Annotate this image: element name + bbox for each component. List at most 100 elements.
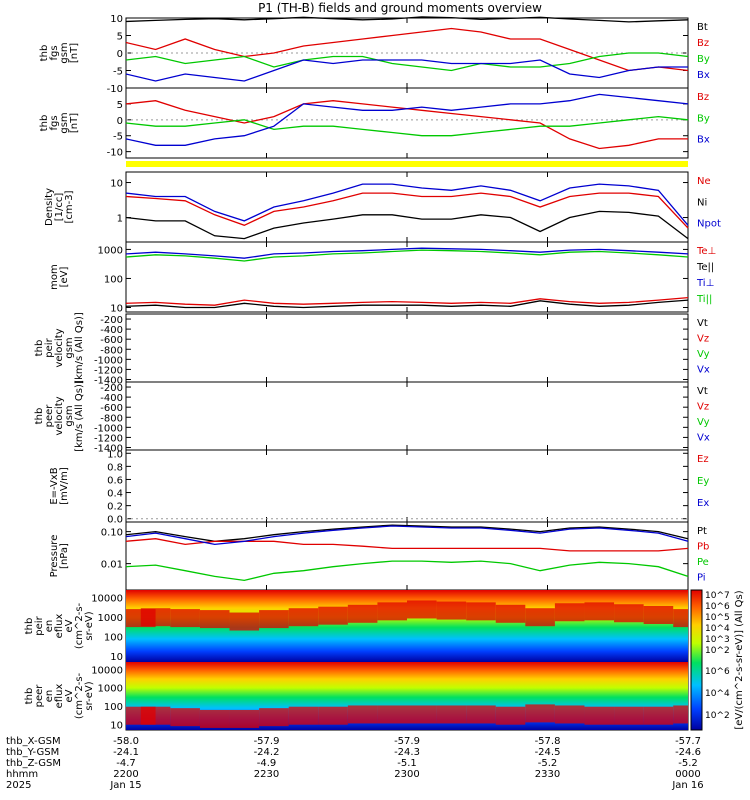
panel-efield-ytick-label: 0.2 — [107, 502, 123, 513]
panel-density-legend-0: Ne — [697, 176, 711, 187]
panel-peer-velocity-legend-2: Vy — [697, 417, 710, 428]
spectrogram-peir-en-eflux-peak-band — [318, 606, 348, 625]
panel-density-ytick-label: 10 — [110, 179, 123, 190]
spectrogram-peir-en-eflux-ylabel: peir — [34, 615, 45, 635]
panel-fgs-gsm-2-ylabel: thb — [39, 115, 50, 132]
panel-fgs-gsm-2-series-1 — [125, 115, 689, 137]
x-axis-labels: thb_X-GSM -58.0 -57.9 -57.9 -57.8 -57.7 thb_Y-… — [6, 736, 704, 791]
spectrogram-peer-en-eflux-peak-band — [584, 706, 615, 725]
panel-efield-legend-2: Ex — [697, 498, 709, 509]
panel-peer-velocity-ylabel: thb — [34, 408, 45, 425]
panel-pressure-series-3 — [125, 525, 689, 546]
panel-peir-velocity — [125, 313, 689, 383]
panel-temperature-legend-3: Ti|| — [696, 294, 712, 305]
panel-pressure-ytick-label: 0.01 — [101, 560, 123, 571]
spectrogram-peir-en-eflux-peak-band — [407, 600, 437, 619]
spectrogram-peer-en-eflux-ylabel: thb — [24, 688, 35, 705]
panel-fgs-gsm-2-ylabel: [nT] — [69, 113, 80, 133]
panel-efield-legend-1: Ey — [697, 476, 709, 487]
spectrogram-peer-en-eflux-peak-band — [436, 705, 467, 724]
x-tick-label: -24.3 — [394, 747, 420, 758]
panel-peer-velocity-ytick-label: -800 — [100, 413, 123, 424]
spectrogram-peir-en-eflux-ylabel: eV — [64, 619, 75, 632]
colorbar-tick: 10^7 — [705, 591, 730, 601]
spectrogram-peer-en-eflux-ylabel: peer — [34, 684, 45, 708]
x-row-label: thb_X-GSM — [6, 736, 61, 747]
panel-temperature-ylabel: [eV] — [59, 267, 70, 288]
panel-peir-velocity-ylabel: thb — [34, 340, 45, 357]
panel-fgs-gsm-ytick-label: 10 — [110, 14, 123, 25]
spectrogram-peir-en-eflux-ylabel: thb — [24, 618, 35, 635]
spectrogram-peir-en-eflux-peak-band — [377, 602, 407, 621]
spectrogram-peer-en-eflux-peak-band — [199, 709, 230, 728]
panel-efield-ytick-label: 0.8 — [107, 462, 123, 473]
panel-peir-velocity-ytick-label: -1000 — [94, 355, 123, 366]
panel-peer-velocity-ytick-label: -1200 — [94, 433, 123, 444]
panel-efield-ylabel: E=-VxB — [49, 467, 60, 504]
panel-peir-velocity-ylabel: peir — [44, 337, 55, 357]
panel-density-series-1 — [125, 210, 689, 240]
spectrogram-peir-en-eflux-peak-band — [643, 605, 674, 624]
spectrogram-peir-en-eflux-ytick-label: 1000 — [98, 613, 123, 624]
x-tick-label: -57.8 — [535, 736, 561, 747]
panel-pressure-ylabel: Pressure — [49, 535, 60, 578]
x-tick-label: 2200 — [113, 769, 138, 780]
colorbar-tick: 10^4 — [705, 624, 730, 634]
panel-fgs-gsm-series-1 — [125, 27, 689, 72]
panel-efield-ytick-label: 0.6 — [107, 475, 123, 486]
x-tick-label: -58.0 — [113, 736, 139, 747]
panel-fgs-gsm-legend-1: Bz — [697, 38, 709, 49]
spectrogram-peer-en-eflux-peak-band — [407, 705, 437, 724]
spectrogram-peer-en-eflux-peak-band — [554, 705, 585, 724]
panel-density-ylabel: [cm-3] — [64, 190, 75, 223]
x-tick-label: -57.7 — [675, 736, 701, 747]
x-tick-label: 2230 — [254, 769, 279, 780]
spectrogram-peir-en-eflux-ytick-label: 10 — [110, 652, 123, 663]
panel-fgs-gsm-ytick-label: -10 — [107, 84, 123, 95]
panel-peir-velocity-ytick-label: -200 — [100, 315, 123, 326]
panel-density — [125, 171, 689, 243]
panel-peer-velocity-ytick-label: -1400 — [94, 443, 123, 454]
x-tick-label: Jan 15 — [109, 780, 141, 791]
spectrogram-peer-en-eflux-peak-band — [466, 705, 496, 724]
panel-temperature-series-0 — [125, 296, 689, 306]
panel-pressure-legend-2: Pe — [697, 557, 709, 568]
x-tick-label: -57.9 — [394, 736, 420, 747]
spectrogram-peir-en-eflux-ylabel: sr-eV) — [84, 611, 95, 640]
panel-peir-velocity-ytick-label: -400 — [100, 325, 123, 336]
spectrogram-peir-en-eflux-peak-band — [584, 602, 615, 621]
panel-pressure-series-1 — [125, 538, 689, 552]
colorbar-tick: 10^4 — [705, 689, 730, 699]
x-row-label: thb_Y-GSM — [6, 747, 59, 758]
spectrogram-peer-en-eflux-peak-band — [170, 708, 200, 727]
panel-fgs-gsm-2-series-2 — [125, 93, 689, 146]
panel-pressure-series-0 — [125, 524, 689, 542]
spectrogram-peir-en-eflux-peak-band — [199, 610, 230, 629]
panel-temperature-ytick-label: 100 — [104, 274, 123, 285]
panel-peir-velocity-ytick-label: -1400 — [94, 375, 123, 386]
spectrogram-peer-en-eflux-peak-band — [614, 706, 644, 725]
panel-efield-ytick-label: 1.0 — [107, 449, 123, 460]
panel-peer-velocity-ylabel: [km/s (All Qs)] — [74, 380, 85, 452]
panel-density-ylabel: [1/cc] — [54, 193, 65, 222]
spectrogram-peer-en-eflux-peak-band — [525, 704, 555, 723]
x-tick-label: -5.2 — [538, 758, 558, 769]
panel-fgs-gsm-2-legend-2: Bx — [697, 135, 710, 146]
spectrogram-peir-en-eflux-peak-band — [229, 612, 260, 631]
x-tick-label: -4.7 — [116, 758, 136, 769]
panel-peir-velocity-ytick-label: -800 — [100, 345, 123, 356]
panel-pressure-series-2 — [125, 560, 689, 582]
panel-temperature-legend-2: Ti⊥ — [696, 278, 714, 289]
x-tick-label: 2330 — [535, 769, 560, 780]
spectrogram-peir-en-eflux-peak-band — [554, 603, 585, 622]
spectrogram-peir-en-eflux-peak-band — [170, 609, 200, 628]
panel-temperature-series-3 — [125, 249, 689, 262]
panel-peir-velocity-legend-1: Vz — [697, 334, 709, 345]
panel-fgs-gsm-2-legend-0: Bz — [697, 92, 709, 103]
panel-fgs-gsm-legend-2: By — [697, 54, 710, 65]
x-tick-label: -57.9 — [254, 736, 280, 747]
quality-flag-bar — [126, 161, 688, 167]
panel-fgs-gsm-2-ytick-label: 5 — [117, 100, 123, 111]
panel-peer-velocity-ytick-label: -600 — [100, 403, 123, 414]
